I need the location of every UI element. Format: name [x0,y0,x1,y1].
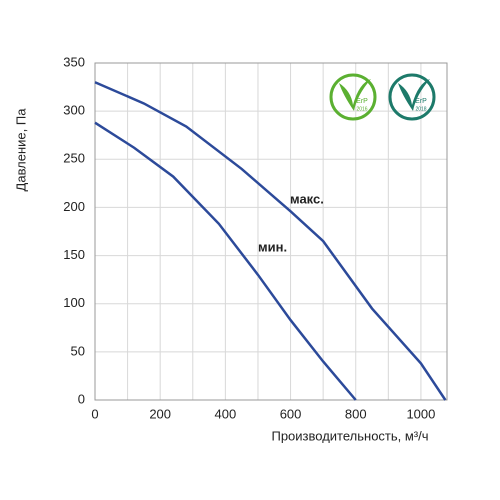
badge-ring [329,73,377,121]
badge-leaf [339,79,371,111]
x-tick-label: 800 [345,406,367,421]
y-tick-label: 0 [78,391,85,406]
y-tick-label: 200 [63,199,85,214]
x-tick-label: 1000 [406,406,435,421]
series-label: мин. [258,239,287,254]
badge-leaf [398,79,430,111]
x-tick-label: 600 [280,406,302,421]
badge-year: 2016 [356,106,367,112]
y-tick-label: 300 [63,103,85,118]
curve [94,121,357,401]
curve [94,81,447,401]
plot-frame [94,62,448,401]
badge-label: ErP [415,98,427,105]
x-tick-label: 200 [149,406,171,421]
y-tick-label: 100 [63,295,85,310]
y-axis-label: Давление, Па [13,108,28,192]
badge-year: 2018 [415,106,426,112]
y-tick-label: 350 [63,54,85,69]
x-tick-label: 400 [215,406,237,421]
y-tick-label: 250 [63,151,85,166]
y-tick-label: 50 [71,343,85,358]
y-tick-label: 150 [63,247,85,262]
x-tick-label: 0 [91,406,98,421]
badge-ring [388,73,436,121]
x-axis-label: Производительность, м³/ч [271,428,428,443]
badge-label: ErP [356,98,368,105]
series-label: макс. [290,191,324,206]
